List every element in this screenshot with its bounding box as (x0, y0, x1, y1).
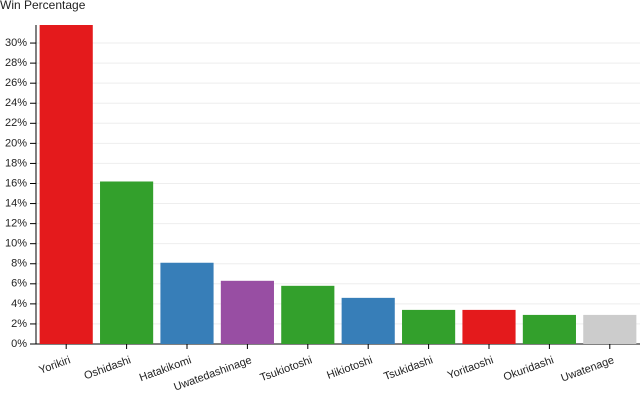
bar (522, 314, 576, 344)
y-tick-label: 22% (5, 117, 27, 129)
y-tick-label: 8% (11, 258, 27, 270)
y-tick-label: 30% (5, 37, 27, 49)
x-tick-label: Yorikiri (37, 354, 72, 376)
y-tick-label: 14% (5, 197, 27, 209)
x-tick-label: Oshidashi (83, 354, 133, 382)
bar (583, 314, 637, 344)
bar (220, 280, 274, 344)
y-tick-label: 26% (5, 77, 27, 89)
y-tick-label: 0% (11, 338, 27, 350)
bar (281, 285, 335, 344)
bar (341, 297, 395, 344)
bar (402, 309, 456, 344)
y-tick-label: 12% (5, 218, 27, 230)
y-tick-label: 16% (5, 177, 27, 189)
x-tick-label: Okuridashi (502, 354, 556, 383)
y-tick-label: 20% (5, 137, 27, 149)
x-tick-label: Hikiotoshi (325, 354, 374, 382)
y-tick-label: 6% (11, 278, 27, 290)
x-tick-label: Yoritaoshi (446, 354, 495, 382)
y-tick-label: 10% (5, 238, 27, 250)
bar (100, 181, 154, 344)
x-tick-label: Uwatenage (559, 354, 615, 384)
y-tick-label: 28% (5, 57, 27, 69)
bar (39, 25, 93, 344)
y-tick-label: 24% (5, 97, 27, 109)
y-tick-label: 18% (5, 157, 27, 169)
chart-title: Win Percentage (0, 0, 86, 12)
y-tick-label: 2% (11, 318, 27, 330)
y-tick-label: 4% (11, 298, 27, 310)
x-tick-label: Tsukidashi (382, 354, 434, 383)
x-tick-label: Tsukiotoshi (259, 354, 314, 384)
bar (462, 309, 516, 344)
bar (160, 262, 214, 344)
